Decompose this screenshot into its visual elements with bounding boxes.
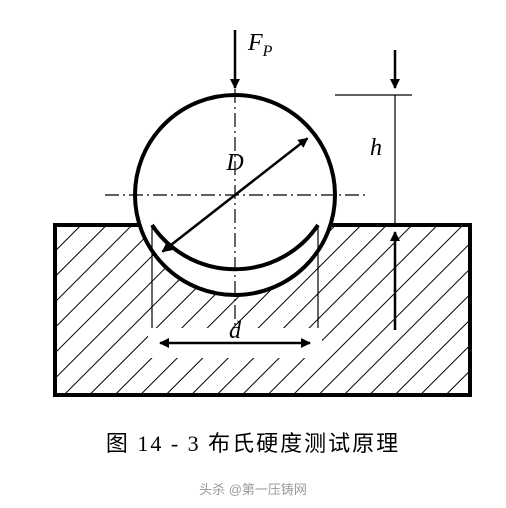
depth-label: h [370, 135, 382, 161]
ball-diameter-label: D [225, 150, 243, 176]
figure-caption: 图 14 - 3 布氏硬度测试原理 [0, 426, 506, 458]
diagram: FP D d h [0, 0, 506, 430]
force-label: FP [247, 30, 273, 60]
watermark: 头杀 @第一压铸网 [199, 479, 307, 498]
indent-diameter-label: d [229, 318, 242, 344]
diagram-svg: FP D d h [0, 0, 506, 430]
